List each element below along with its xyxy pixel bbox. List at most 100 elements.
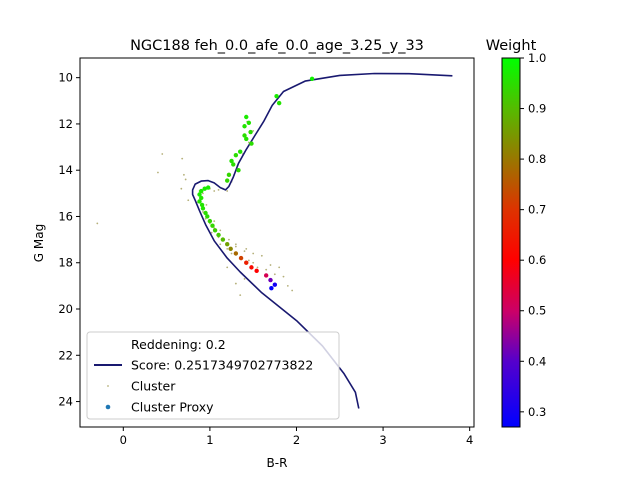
cluster-proxy-point — [237, 149, 243, 154]
colorbar-tick-label: 0.3 — [528, 405, 546, 419]
legend-swatch-cluster — [107, 385, 109, 387]
cluster-point — [204, 217, 207, 220]
cluster-proxy-point — [242, 124, 247, 129]
cluster-point — [219, 229, 222, 232]
y-tick-label: 10 — [58, 71, 73, 85]
cluster-proxy-point — [205, 185, 211, 190]
cluster-proxy-point — [242, 133, 247, 138]
cluster-point — [161, 153, 164, 155]
cluster-point — [157, 171, 159, 174]
y-tick-label: 12 — [58, 117, 73, 131]
cluster-proxy-point — [202, 186, 207, 191]
cluster-point — [234, 243, 237, 246]
cluster-point — [187, 199, 190, 202]
y-axis-label: G Mag — [32, 224, 46, 262]
cluster-proxy-point — [236, 168, 241, 173]
cluster-proxy-point — [269, 285, 274, 291]
cluster-proxy-point — [225, 178, 230, 183]
cluster-point — [234, 245, 237, 248]
cluster-point — [202, 210, 204, 213]
cluster-point — [184, 178, 187, 181]
chart-title: NGC188 feh_0.0_afe_0.0_age_3.25_y_33 — [130, 38, 424, 54]
cluster-proxy-point — [205, 214, 210, 219]
x-tick-label: 2 — [293, 433, 300, 447]
cluster-point — [245, 247, 248, 250]
x-axis: 0 1 2 3 4 — [120, 427, 473, 447]
cluster-proxy-point — [249, 141, 254, 146]
cluster-proxy-point — [216, 232, 221, 238]
y-axis: 10 12 14 16 18 20 22 24 — [58, 71, 80, 409]
cluster-point — [291, 289, 294, 292]
cluster-proxy-point — [268, 277, 273, 283]
legend-label-cluster-proxy: Cluster Proxy — [131, 400, 214, 415]
cluster-point — [260, 254, 263, 257]
colorbar-tick-label: 0.4 — [528, 354, 546, 368]
colorbar-title: Weight — [486, 38, 537, 54]
y-tick-label: 20 — [58, 302, 73, 316]
y-tick-label: 24 — [58, 395, 73, 409]
colorbar-tick-label: 1.0 — [528, 51, 546, 65]
cluster-proxy-point — [197, 199, 202, 204]
cluster-point — [282, 275, 285, 278]
x-tick-label: 1 — [206, 433, 213, 447]
cluster-proxy-point — [272, 282, 278, 287]
cluster-proxy-point — [229, 158, 234, 164]
y-tick-label: 22 — [58, 348, 73, 362]
legend-label-reddening: Reddening: 0.2 — [131, 337, 226, 352]
cluster-point — [247, 141, 250, 144]
x-tick-label: 0 — [120, 433, 127, 447]
cluster-proxy-point — [199, 195, 204, 201]
cluster-point — [96, 222, 99, 225]
cluster-point — [180, 187, 183, 190]
cluster-point — [252, 252, 255, 255]
cluster-point — [202, 192, 204, 195]
cluster-point — [181, 157, 184, 160]
cluster-proxy-point — [231, 162, 236, 167]
cluster-point — [286, 284, 289, 287]
cluster-point — [226, 266, 229, 269]
colorbar-ticks: 0.3 0.4 0.5 0.6 0.7 0.8 0.9 1.0 — [520, 51, 546, 419]
cluster-point — [252, 129, 255, 132]
colorbar-tick-label: 0.5 — [528, 304, 546, 318]
cluster-proxy-point — [233, 152, 239, 158]
cluster-proxy-point — [238, 255, 244, 261]
cluster-point — [205, 204, 208, 206]
legend: Reddening: 0.2 Score: 0.2517349702773822… — [86, 331, 340, 420]
cluster-proxy-point — [254, 268, 259, 274]
legend-label-score: Score: 0.2517349702773822 — [131, 358, 313, 373]
legend-label-cluster: Cluster — [131, 379, 176, 394]
cluster-proxy-point — [199, 188, 204, 194]
cluster-point — [226, 247, 229, 250]
colorbar-tick-label: 0.6 — [528, 253, 546, 267]
cluster-point — [256, 266, 259, 269]
cluster-point — [228, 238, 230, 241]
colorbar-tick-label: 0.7 — [528, 203, 546, 217]
cluster-proxy-point — [274, 93, 279, 99]
cluster-point — [219, 243, 222, 246]
cluster-proxy-point — [226, 172, 232, 178]
cluster-proxy-point — [212, 228, 218, 233]
cluster-point — [217, 188, 220, 191]
cluster-point — [243, 278, 246, 280]
x-tick-label: 3 — [379, 433, 386, 447]
isochrone-line-group — [191, 72, 453, 409]
cluster-proxy-point — [244, 114, 249, 120]
cluster-proxy-point — [220, 237, 226, 242]
cluster-proxy-point — [249, 265, 254, 270]
y-tick-label: 14 — [58, 163, 73, 177]
cluster-point — [226, 190, 229, 192]
cluster-proxy-point — [228, 246, 233, 252]
cluster-proxy-point — [210, 223, 215, 228]
cluster-point — [269, 264, 272, 266]
cluster-point — [273, 273, 276, 276]
cluster-proxy-point — [244, 136, 249, 142]
cluster-proxy-point — [225, 242, 230, 247]
cluster-point — [278, 266, 281, 269]
cluster-proxy-point — [203, 210, 208, 216]
y-tick-label: 18 — [58, 256, 73, 270]
cluster-proxy-points — [197, 76, 315, 291]
cluster-proxy-point — [233, 251, 239, 256]
cluster-point — [252, 261, 255, 264]
cluster-proxy-point — [199, 202, 205, 208]
isochrone-line — [191, 72, 453, 409]
